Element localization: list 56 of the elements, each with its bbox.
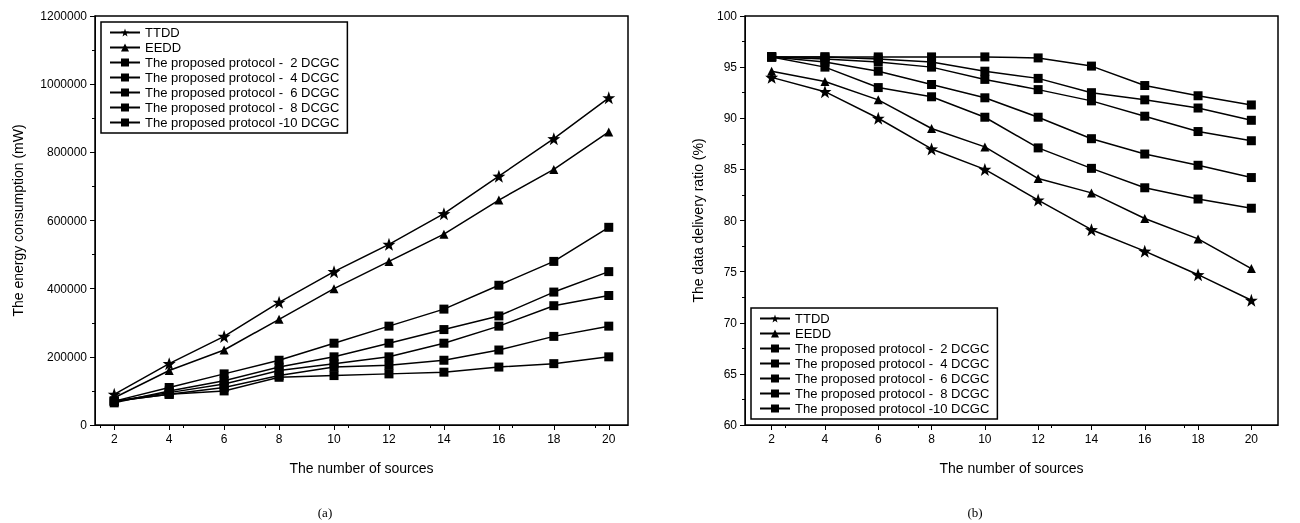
x-tick-label: 14 xyxy=(437,432,451,446)
y-tick-label: 200000 xyxy=(46,349,88,364)
y-tick-label: 800000 xyxy=(46,145,88,160)
x-tick-label: 2 xyxy=(110,432,118,446)
y-tick-label: 1200000 xyxy=(40,9,88,23)
x-tick-label: 18 xyxy=(1191,432,1206,446)
x-tick-label: 8 xyxy=(275,432,283,446)
x-tick-label: 12 xyxy=(1031,432,1046,446)
y-tick-label: 1000000 xyxy=(40,77,88,92)
x-axis-title: The number of sources xyxy=(939,460,1084,476)
legend-label: The proposed protocol - 6 DCGC xyxy=(145,85,340,100)
y-tick-label: 75 xyxy=(723,264,738,279)
x-tick-label: 8 xyxy=(928,432,936,446)
y-axis-title: The data delivery ratio (%) xyxy=(690,138,706,303)
y-tick-label: 70 xyxy=(723,315,738,330)
x-tick-label: 10 xyxy=(327,432,342,446)
y-tick-label: 95 xyxy=(723,60,738,75)
y-tick-label: 80 xyxy=(723,213,738,228)
x-tick-label: 20 xyxy=(1244,432,1259,446)
legend-label: The proposed protocol - 4 DCGC xyxy=(795,356,990,371)
text: (a) xyxy=(317,505,333,520)
x-tick-label: 4 xyxy=(821,432,829,446)
legend-label: The proposed protocol -10 DCGC xyxy=(795,401,990,416)
legend-label: EEDD xyxy=(795,326,832,341)
x-axis-title: The number of sources xyxy=(289,460,434,476)
legend-label: The proposed protocol - 4 DCGC xyxy=(145,70,340,85)
y-tick-label: 85 xyxy=(723,162,738,177)
legend-label: TTDD xyxy=(795,311,830,326)
y-tick-label: 100 xyxy=(716,9,738,23)
y-tick-label: 0 xyxy=(80,418,88,432)
y-axis-title: The energy consumption (mW) xyxy=(10,124,26,317)
x-tick-label: 2 xyxy=(768,432,776,446)
text: (b) xyxy=(967,505,983,520)
y-tick-label: 65 xyxy=(723,366,738,381)
x-tick-label: 18 xyxy=(547,432,561,446)
x-tick-label: 16 xyxy=(492,432,506,446)
x-tick-label: 6 xyxy=(220,432,228,446)
x-tick-label: 6 xyxy=(874,432,882,446)
x-tick-label: 12 xyxy=(382,432,396,446)
x-tick-label: 4 xyxy=(165,432,173,446)
legend-label: The proposed protocol - 2 DCGC xyxy=(145,55,340,70)
legend-label: TTDD xyxy=(145,25,180,40)
y-tick-label: 600000 xyxy=(46,213,88,228)
legend-label: EEDD xyxy=(145,40,182,55)
x-tick-label: 14 xyxy=(1084,432,1099,446)
legend-label: The proposed protocol - 8 DCGC xyxy=(795,386,990,401)
legend-label: The proposed protocol - 6 DCGC xyxy=(795,371,990,386)
legend-label: The proposed protocol -10 DCGC xyxy=(145,115,340,130)
x-tick-label: 10 xyxy=(978,432,992,446)
legend-label: The proposed protocol - 2 DCGC xyxy=(795,341,990,356)
x-tick-label: 20 xyxy=(602,432,616,446)
legend-label: The proposed protocol - 8 DCGC xyxy=(145,100,340,115)
x-tick-label: 16 xyxy=(1138,432,1152,446)
y-tick-label: 400000 xyxy=(46,281,88,296)
y-tick-label: 90 xyxy=(723,111,738,126)
y-tick-label: 60 xyxy=(723,418,738,432)
